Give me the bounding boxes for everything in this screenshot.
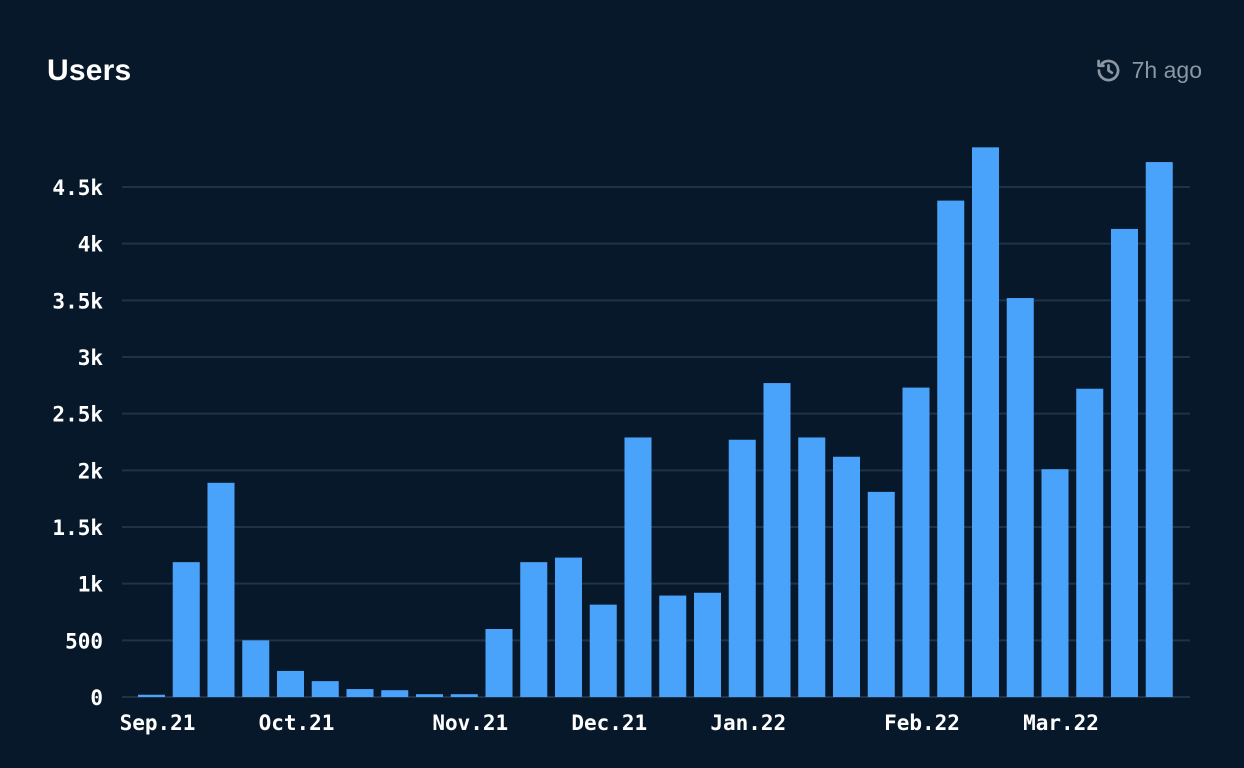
x-tick-label: Dec.21 [571,711,647,735]
bar [242,640,270,697]
bar [728,439,756,697]
card-title: Users [47,54,132,87]
y-tick-label: 0 [90,686,103,710]
bar [937,200,965,697]
bar [972,147,999,698]
last-updated: 7h ago [1095,57,1202,84]
y-tick-label: 500 [65,629,103,653]
history-clock-icon [1095,57,1122,84]
bar [1006,298,1034,697]
bar [138,694,165,697]
bar [172,562,200,697]
y-tick-label: 4k [78,233,104,257]
bar [207,482,235,697]
x-tick-label: Oct.21 [259,711,335,735]
x-tick-label: Feb.22 [884,711,960,735]
bar [1076,388,1104,697]
bar [311,681,339,697]
bar [902,387,930,697]
x-tick-label: Nov.21 [432,711,508,735]
bar [450,694,478,697]
y-tick-label: 2k [78,459,104,483]
x-tick-label: Sep.21 [120,711,196,735]
x-tick-label: Jan.22 [710,711,786,735]
bar [867,491,895,697]
bar [381,690,409,697]
bar [833,456,860,697]
bar [416,694,443,697]
bar [589,604,617,697]
y-tick-label: 1.5k [52,516,103,540]
bar [624,437,652,697]
bar [763,383,791,697]
y-tick-label: 3k [78,346,104,370]
bar [1041,469,1069,697]
bar [485,629,513,697]
bar [555,557,582,697]
bar [798,437,826,697]
bar [1145,162,1173,698]
y-tick-label: 2.5k [52,403,103,427]
bar [1111,228,1138,697]
y-tick-label: 1k [78,573,104,597]
x-tick-label: Mar.22 [1023,711,1099,735]
bar [659,595,687,697]
bar [277,670,304,697]
last-updated-label: 7h ago [1131,57,1202,83]
bar [694,592,721,697]
y-tick-label: 4.5k [52,176,103,200]
bar [346,689,374,697]
bar [520,562,548,697]
y-tick-label: 3.5k [52,289,103,313]
